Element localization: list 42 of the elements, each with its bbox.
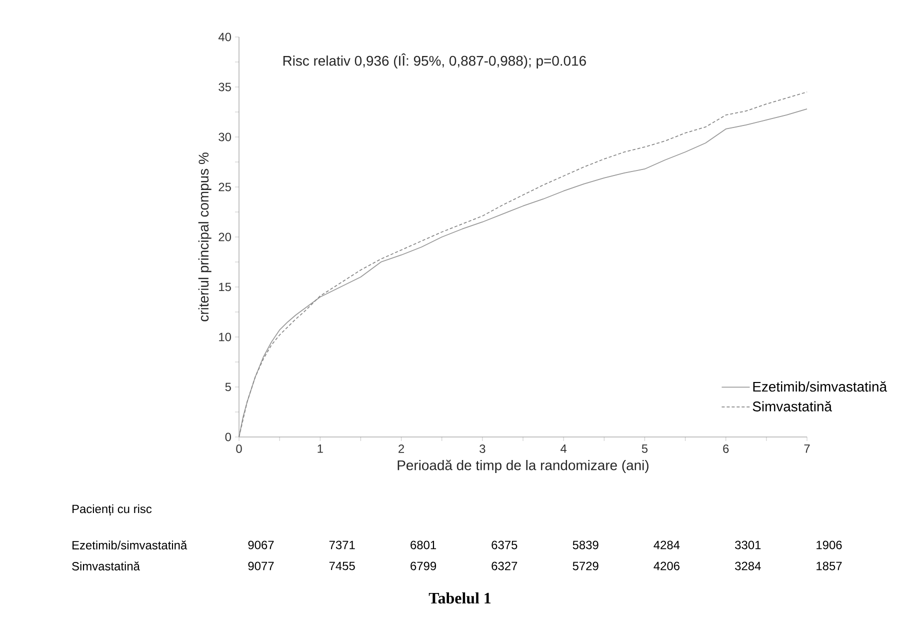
x-tick-label: 6 bbox=[723, 444, 729, 453]
text: 6799 bbox=[410, 562, 436, 570]
text: 4284 bbox=[654, 540, 680, 550]
y-tick-label: 0 bbox=[225, 432, 232, 442]
x-tick-label: 3 bbox=[480, 444, 486, 453]
y-tick-label: 30 bbox=[218, 132, 232, 142]
text: Simvastatină bbox=[72, 562, 140, 570]
text: Tabelul 1 bbox=[428, 592, 491, 604]
y-tick-label: 20 bbox=[218, 232, 232, 242]
legend-label: Simvastatină bbox=[752, 401, 832, 412]
text: 6327 bbox=[492, 562, 518, 570]
annotation: Risc relativ 0,936 (IÎ: 95%, 0,887-0,988); p=0.016 bbox=[283, 53, 586, 69]
text: 9077 bbox=[248, 562, 274, 570]
y-tick-label: 40 bbox=[218, 32, 232, 42]
text: 1906 bbox=[816, 540, 842, 550]
text: 6801 bbox=[410, 540, 436, 550]
text: 6375 bbox=[492, 540, 518, 550]
y-tick-label: 10 bbox=[219, 332, 232, 342]
y-axis-title: criteriul principal compus % bbox=[198, 152, 212, 322]
x-tick-label: 1 bbox=[318, 444, 323, 453]
x-axis-title: Perioadă de timp de la randomizare (ani) bbox=[398, 460, 648, 473]
text: 1857 bbox=[816, 562, 842, 570]
x-tick-label: 5 bbox=[642, 444, 648, 453]
text: 9067 bbox=[248, 540, 274, 550]
text: 7371 bbox=[329, 540, 355, 550]
legend-label: Ezetimib/simvastatină bbox=[753, 381, 888, 392]
y-tick-label: 15 bbox=[219, 282, 231, 292]
text: Ezetimib/simvastatină bbox=[72, 540, 188, 550]
x-tick-label: 4 bbox=[560, 444, 567, 453]
y-tick-label: 25 bbox=[218, 182, 231, 192]
x-tick-label: 2 bbox=[398, 444, 404, 453]
text: Pacienți cu risc bbox=[72, 504, 152, 516]
text: 7455 bbox=[329, 562, 355, 570]
text: 3301 bbox=[735, 540, 761, 550]
text: 5729 bbox=[572, 562, 598, 570]
x-tick-label: 7 bbox=[804, 444, 810, 453]
text: 3284 bbox=[735, 562, 761, 570]
text: 4206 bbox=[654, 562, 680, 570]
text: 5839 bbox=[572, 540, 598, 550]
y-tick-label: 35 bbox=[218, 82, 231, 92]
y-tick-label: 5 bbox=[225, 382, 231, 392]
x-tick-label: 0 bbox=[236, 444, 242, 453]
